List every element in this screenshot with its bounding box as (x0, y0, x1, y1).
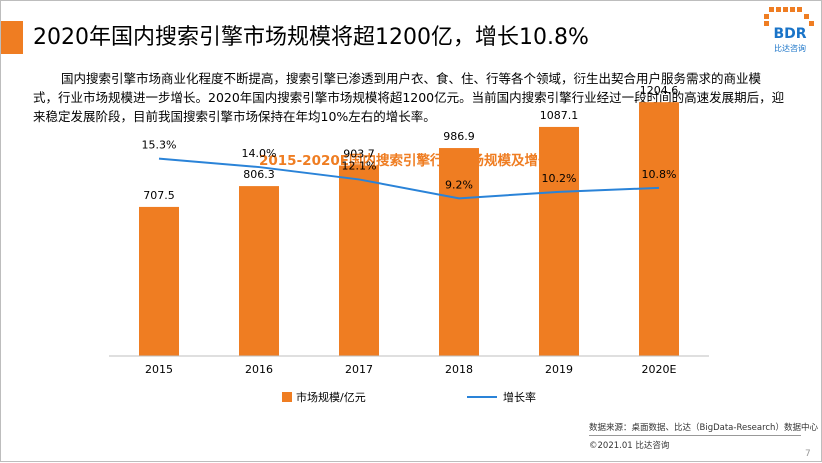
bar-2019 (539, 126, 579, 357)
x-tick-2017: 2017 (345, 363, 373, 376)
bar-2015 (139, 206, 179, 356)
title-accent-bar (1, 21, 23, 54)
bar-2018 (439, 148, 479, 356)
page-title: 2020年国内搜索引擎市场规模将超1200亿，增长10.8% (33, 25, 589, 50)
rate-label-2016: 14.0% (242, 147, 277, 160)
rate-label-2018: 9.2% (445, 178, 473, 191)
bar-2017 (339, 165, 379, 356)
bar-label-2017: 903.7 (343, 148, 375, 161)
x-tick-2019: 2019 (545, 363, 573, 376)
x-tick-2020E: 2020E (642, 363, 677, 376)
data-source: 数据来源：桌面数据、比达（BigData-Research）数据中心 (589, 423, 818, 433)
chart-title: 2015-2020E国内搜索引擎行业市场规模及增长率 (259, 153, 565, 169)
description-paragraph: 国内搜索引擎市场商业化程度不断提高，搜索引擎已渗透到用户衣、食、住、行等各个领域… (33, 71, 785, 124)
bar-label-2018: 986.9 (443, 130, 475, 143)
rate-label-2020E: 10.8% (642, 168, 677, 181)
legend-bar-swatch (282, 392, 292, 402)
growth-rate-line (158, 157, 660, 200)
x-tick-2016: 2016 (245, 363, 273, 376)
legend-line-label: 增长率 (503, 390, 536, 404)
bar-2020E (639, 102, 679, 356)
copyright: ©2021.01 比达咨询 (589, 441, 670, 451)
bar-2016 (239, 186, 279, 356)
x-tick-2018: 2018 (445, 363, 473, 376)
bar-label-2016: 806.3 (243, 168, 275, 181)
rate-label-2015: 15.3% (142, 139, 177, 152)
bdr-logo: BDR 比达咨询 (764, 7, 814, 53)
logo-text: BDR (773, 26, 806, 42)
page-number: 7 (805, 449, 811, 459)
bar-label-2019: 1087.1 (540, 109, 579, 122)
rate-label-2017: 12.1% (342, 159, 377, 172)
source-divider (589, 435, 801, 436)
rate-label-2019: 10.2% (542, 172, 577, 185)
bar-label-2015: 707.5 (143, 189, 175, 202)
logo-caption: 比达咨询 (774, 43, 806, 53)
x-tick-2015: 2015 (145, 363, 173, 376)
bar-label-2020E: 1204.6 (640, 84, 679, 97)
legend-bar-label: 市场规模/亿元 (296, 390, 366, 404)
